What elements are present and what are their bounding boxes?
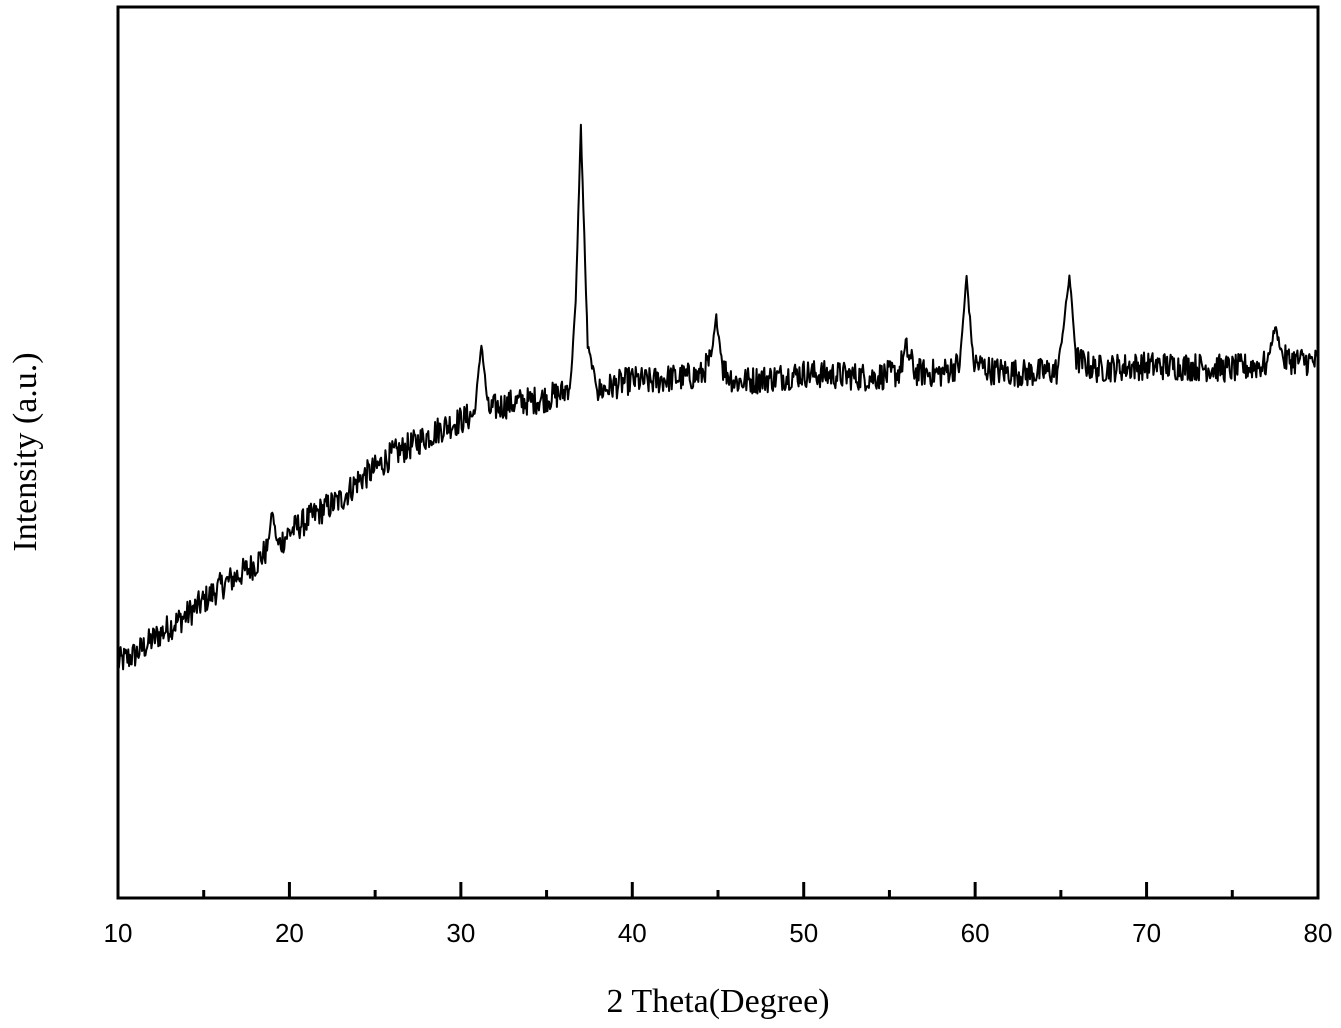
y-axis-title: Intensity (a.u.) [7,352,44,551]
x-tick-label: 30 [446,918,475,948]
x-tick-label: 20 [275,918,304,948]
x-axis-title: 2 Theta(Degree) [606,983,829,1020]
x-tick-label: 60 [961,918,990,948]
xrd-pattern-line [117,123,1319,671]
plot-frame [116,5,1320,900]
x-axis-tick-labels: 10 20 30 40 50 60 70 80 [104,918,1333,948]
x-tick-label: 40 [618,918,647,948]
x-tick-label: 10 [104,918,133,948]
x-tick-label: 80 [1304,918,1333,948]
x-axis-ticks [116,882,1320,898]
x-tick-label: 50 [789,918,818,948]
x-tick-label: 70 [1132,918,1161,948]
